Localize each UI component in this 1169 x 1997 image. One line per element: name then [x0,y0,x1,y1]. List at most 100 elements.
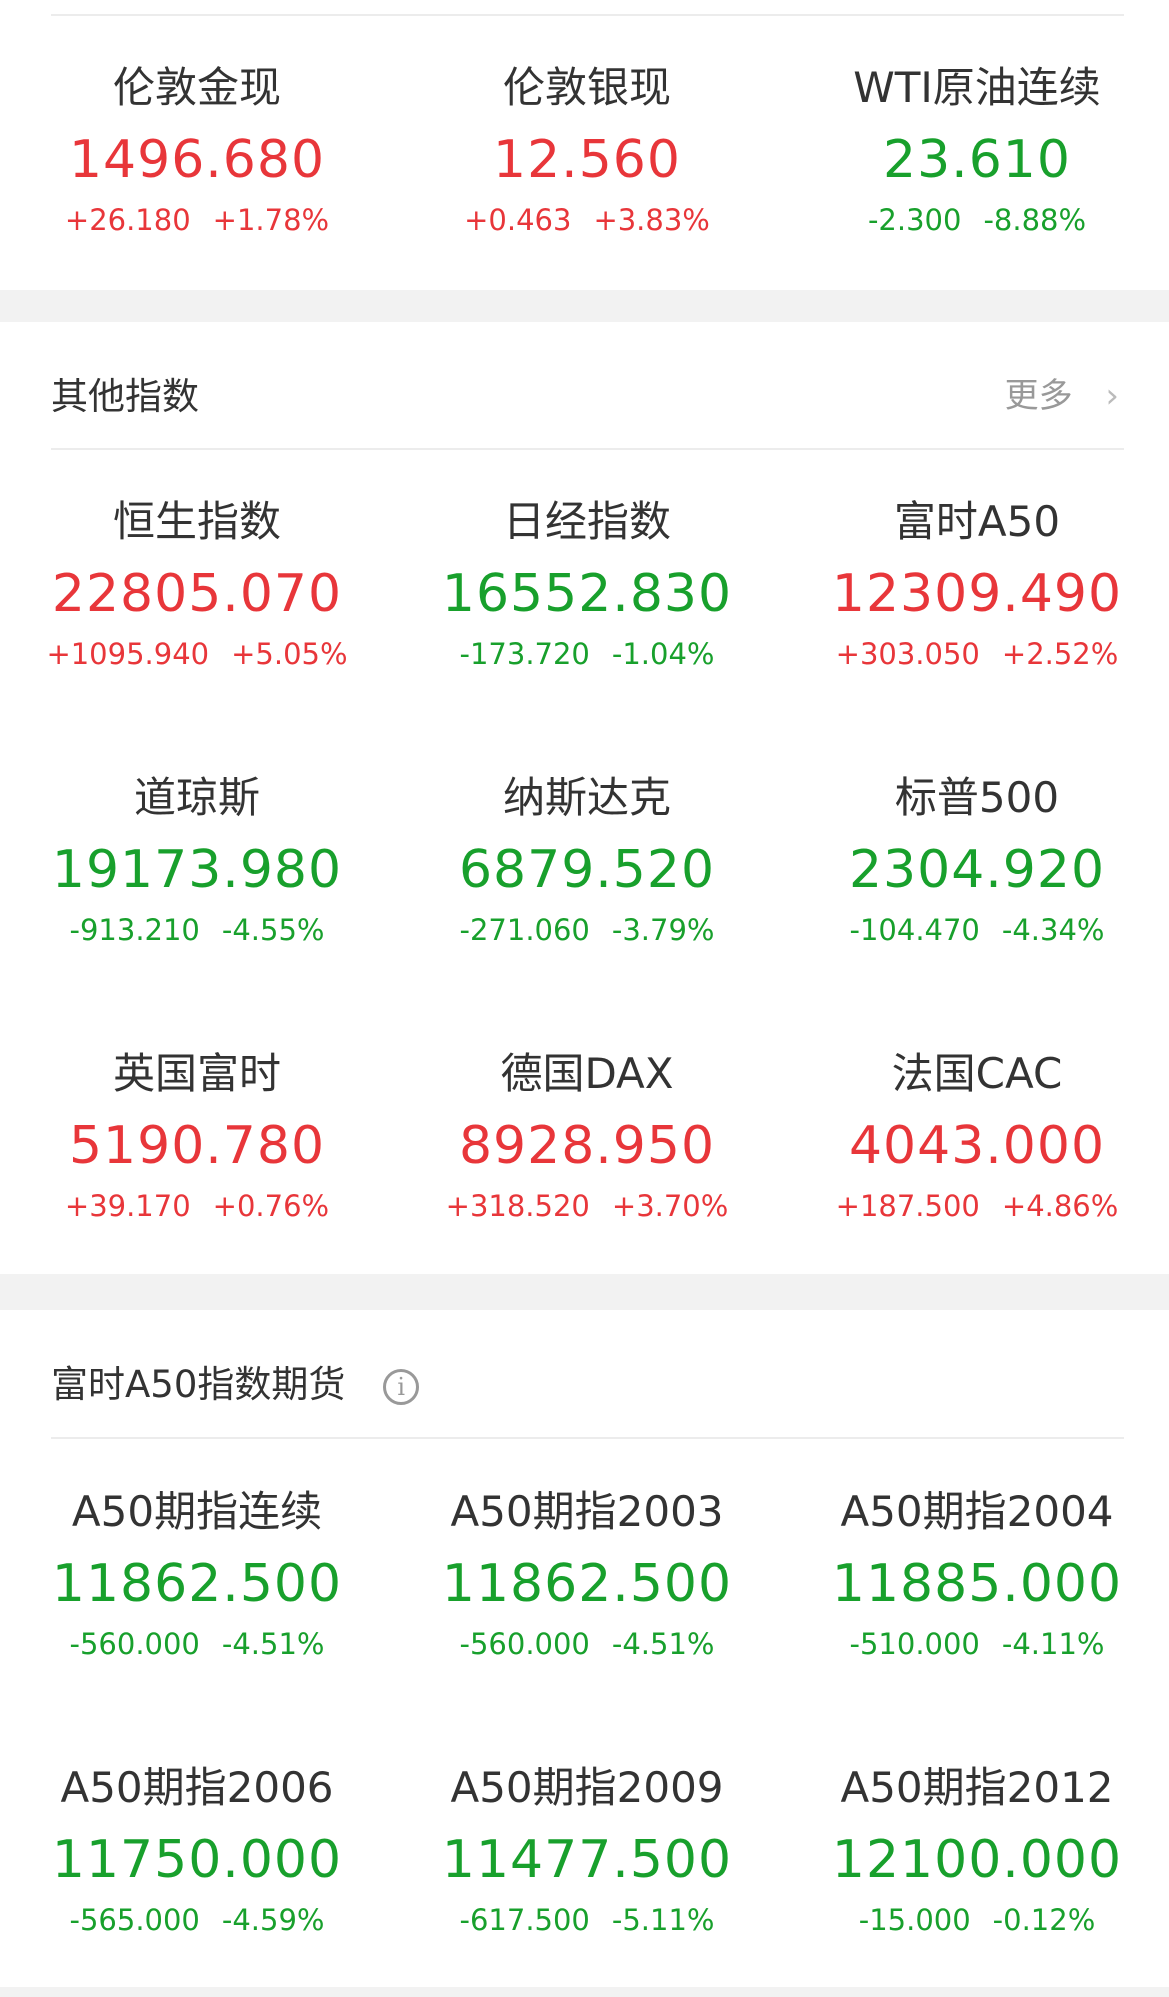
change-amount: -15.000 [858,1903,971,1937]
change-amount: -510.000 [849,1627,980,1661]
quote-name: 道琼斯 [133,773,260,822]
quote-card[interactable]: 标普500 2304.920 -104.470 -4.34% [782,772,1169,948]
quote-name: A50期指2012 [840,1763,1114,1812]
change-percent: +4.86% [1001,1189,1119,1223]
a50-futures-section: 富时A50指数期货 i A50期指连续 11862.500 -560.000 -4… [0,1310,1169,1987]
quote-change: -617.500 -5.11% [392,1902,782,1938]
quote-change: +318.520 +3.70% [392,1188,782,1224]
quote-value: 5190.780 [68,1116,326,1176]
quote-change: -15.000 -0.12% [782,1902,1169,1938]
quote-value: 6879.520 [458,840,716,900]
quote-change: -2.300 -8.88% [782,202,1169,238]
quote-name: 伦敦银现 [502,63,671,112]
change-percent: +3.70% [611,1189,729,1223]
section-title: 富时A50指数期货 i [51,1354,420,1408]
quote-change: +39.170 +0.76% [2,1188,392,1224]
quote-card[interactable]: 伦敦金现 1496.680 +26.180 +1.78% [2,62,392,238]
quote-card[interactable]: 道琼斯 19173.980 -913.210 -4.55% [2,772,392,948]
quote-card[interactable]: A50期指2003 11862.500 -560.000 -4.51% [392,1486,782,1662]
quote-value: 11862.500 [51,1554,343,1614]
section-title: 其他指数 [51,375,199,418]
quote-value: 12.560 [493,130,681,190]
chevron-right-icon: › [1105,376,1119,416]
quote-card[interactable]: A50期指2004 11885.000 -510.000 -4.11% [782,1486,1169,1662]
quote-card[interactable]: 纳斯达克 6879.520 -271.060 -3.79% [392,772,782,948]
change-amount: -173.720 [459,637,590,671]
change-amount: +39.170 [64,1189,191,1223]
more-link[interactable]: 更多 › [1005,368,1119,417]
change-amount: -271.060 [459,913,590,947]
quote-value: 1496.680 [68,130,326,190]
quote-change: +187.500 +4.86% [782,1188,1169,1224]
quote-value: 2304.920 [848,840,1106,900]
change-percent: +0.76% [212,1189,330,1223]
quote-name: 纳斯达克 [502,773,671,822]
change-amount: +318.520 [445,1189,590,1223]
change-percent: -4.51% [611,1627,715,1661]
change-amount: -104.470 [849,913,980,947]
change-percent: -4.11% [1001,1627,1105,1661]
quote-name: A50期指2009 [450,1763,724,1812]
section-title-text: 富时A50指数期货 [51,1363,346,1406]
change-percent: +3.83% [593,203,710,237]
quote-card[interactable]: A50期指2009 11477.500 -617.500 -5.11% [392,1762,782,1938]
commodities-section: 伦敦金现 1496.680 +26.180 +1.78% 伦敦银现 12.560 +… [0,0,1169,290]
divider [51,448,1124,450]
quote-value: 22805.070 [51,564,343,624]
quote-name: 标普500 [894,773,1060,822]
change-percent: +1.78% [212,203,330,237]
quote-change: +26.180 +1.78% [2,202,392,238]
quote-name: 法国CAC [891,1049,1063,1098]
change-amount: -560.000 [69,1627,200,1661]
quote-name: A50期指2006 [60,1763,334,1812]
info-icon[interactable]: i [383,1368,420,1405]
quote-change: -565.000 -4.59% [2,1902,392,1938]
quote-change: -560.000 -4.51% [2,1626,392,1662]
quote-card[interactable]: A50期指连续 11862.500 -560.000 -4.51% [2,1486,392,1662]
change-percent: -4.55% [221,913,325,947]
quote-change: +0.463 +3.83% [392,202,782,238]
change-amount: +26.180 [64,203,191,237]
quote-value: 4043.000 [848,1116,1106,1176]
quote-name: 伦敦金现 [112,63,281,112]
quote-card[interactable]: 英国富时 5190.780 +39.170 +0.76% [2,1048,392,1224]
change-amount: -560.000 [459,1627,590,1661]
change-amount: +187.500 [835,1189,980,1223]
quote-card[interactable]: WTI原油连续 23.610 -2.300 -8.88% [782,62,1169,238]
quote-card[interactable]: 德国DAX 8928.950 +318.520 +3.70% [392,1048,782,1224]
quote-card[interactable]: 恒生指数 22805.070 +1095.940 +5.05% [2,496,392,672]
quote-card[interactable]: A50期指2006 11750.000 -565.000 -4.59% [2,1762,392,1938]
quote-value: 12100.000 [831,1830,1123,1890]
change-percent: +2.52% [1001,637,1119,671]
change-amount: -617.500 [459,1903,590,1937]
quote-name: 恒生指数 [112,497,281,546]
quote-change: +303.050 +2.52% [782,636,1169,672]
quote-name: 德国DAX [500,1049,674,1098]
quote-change: -104.470 -4.34% [782,912,1169,948]
quote-card[interactable]: 富时A50 12309.490 +303.050 +2.52% [782,496,1169,672]
change-percent: -4.59% [221,1903,325,1937]
quote-change: -173.720 -1.04% [392,636,782,672]
change-percent: -3.79% [611,913,715,947]
divider [51,1437,1124,1439]
quote-value: 12309.490 [831,564,1123,624]
change-percent: -1.04% [611,637,715,671]
change-amount: -913.210 [69,913,200,947]
quote-name: 富时A50 [893,497,1061,546]
quote-card[interactable]: 伦敦银现 12.560 +0.463 +3.83% [392,62,782,238]
quote-name: 日经指数 [502,497,671,546]
change-percent: -4.51% [221,1627,325,1661]
quote-change: -510.000 -4.11% [782,1626,1169,1662]
quote-value: 19173.980 [51,840,343,900]
quote-name: 英国富时 [112,1049,281,1098]
quote-value: 11862.500 [441,1554,733,1614]
quote-value: 11750.000 [51,1830,343,1890]
quote-card[interactable]: A50期指2012 12100.000 -15.000 -0.12% [782,1762,1169,1938]
change-percent: -8.88% [983,203,1087,237]
quote-name: WTI原油连续 [853,63,1101,112]
quote-card[interactable]: 法国CAC 4043.000 +187.500 +4.86% [782,1048,1169,1224]
quote-change: -913.210 -4.55% [2,912,392,948]
change-amount: -565.000 [69,1903,200,1937]
quote-name: A50期指连续 [71,1487,323,1536]
quote-card[interactable]: 日经指数 16552.830 -173.720 -1.04% [392,496,782,672]
